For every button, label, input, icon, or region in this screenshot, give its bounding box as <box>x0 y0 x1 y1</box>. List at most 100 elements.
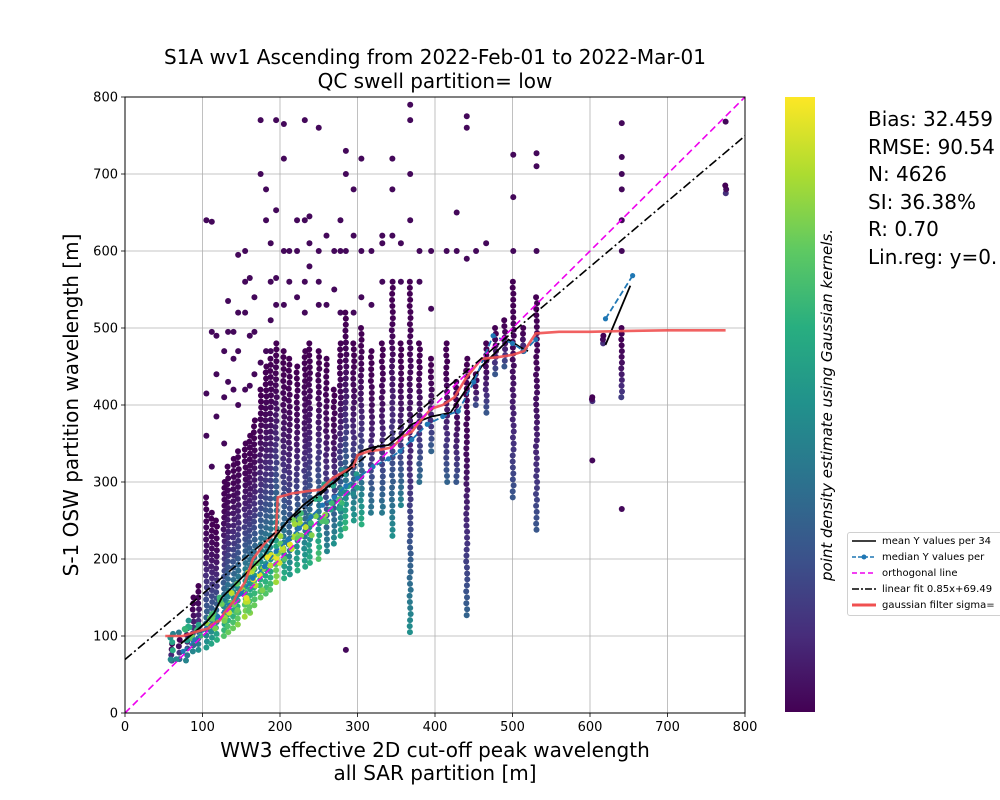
scatter-point <box>195 621 202 628</box>
scatter-point <box>323 355 330 362</box>
scatter-point <box>444 479 451 485</box>
scatter-point <box>428 392 435 399</box>
scatter-point <box>243 595 250 602</box>
scatter-point <box>509 434 516 441</box>
scatter-point <box>301 491 308 498</box>
scatter-point <box>389 502 396 509</box>
scatter-point <box>510 290 517 297</box>
scatter-point <box>267 410 274 417</box>
median-marker <box>250 575 256 581</box>
scatter-point <box>286 529 293 536</box>
stat-bias: Bias: 32.459 <box>868 107 994 131</box>
scatter-point <box>389 472 396 479</box>
scatter-point <box>428 398 435 405</box>
scatter-point <box>453 437 460 444</box>
y-tick-label: 200 <box>93 553 118 568</box>
scatter-point <box>246 491 253 498</box>
x-axis-label-line2: all SAR partition [m] <box>333 761 536 785</box>
scatter-point <box>379 503 386 510</box>
scatter-point <box>407 526 414 533</box>
scatter-point <box>301 539 308 546</box>
scatter-point <box>286 469 293 476</box>
y-tick-label: 700 <box>93 168 118 183</box>
scatter-point <box>358 521 365 528</box>
x-axis-ticks: 0 100 200 300 400 500 600 700 800 <box>121 713 757 735</box>
scatter-point <box>301 431 308 438</box>
scatter-point <box>379 352 386 359</box>
scatter-point <box>268 489 275 496</box>
scatter-point <box>257 493 264 500</box>
scatter-point <box>406 598 413 605</box>
scatter-point <box>337 346 344 353</box>
scatter-point <box>406 629 413 636</box>
median-marker <box>440 413 446 420</box>
scatter-point <box>336 382 343 389</box>
scatter-point <box>208 640 215 647</box>
scatter-point <box>397 394 404 401</box>
scatter-point <box>213 571 220 578</box>
scatter-point <box>379 346 386 353</box>
scatter-point <box>589 457 596 464</box>
scatter-point <box>407 417 414 424</box>
scatter-point <box>234 607 241 614</box>
scatter-point <box>406 393 413 400</box>
x-axis-label-line1: WW3 effective 2D cut-off peak wavelength <box>220 738 650 762</box>
scatter-point <box>342 519 349 526</box>
scatter-point <box>251 590 258 597</box>
scatter-point <box>407 562 414 569</box>
scatter-point <box>368 437 375 444</box>
scatter-point <box>397 466 404 473</box>
scatter-point <box>416 376 423 383</box>
scatter-point <box>357 384 364 391</box>
scatter-point <box>315 301 322 308</box>
scatter-point <box>389 417 396 424</box>
scatter-point <box>272 423 279 430</box>
scatter-point <box>230 480 237 487</box>
scatter-point <box>407 520 414 527</box>
scatter-point <box>534 365 541 372</box>
scatter-point <box>230 504 237 511</box>
scatter-point <box>294 567 301 574</box>
scatter-point <box>280 248 287 254</box>
scatter-point <box>224 564 231 571</box>
scatter-point <box>342 171 349 177</box>
scatter-point <box>280 437 287 444</box>
scatter-point <box>342 309 349 316</box>
scatter-point <box>273 358 280 365</box>
scatter-point <box>251 482 258 489</box>
scatter-point <box>262 411 269 418</box>
scatter-point <box>301 360 308 367</box>
scatter-point <box>534 347 541 354</box>
scatter-point <box>428 305 435 312</box>
scatter-point <box>280 348 287 355</box>
scatter-point <box>483 409 490 416</box>
scatter-point <box>315 278 322 285</box>
scatter-point <box>472 383 479 390</box>
scatter-point <box>230 498 237 505</box>
scatter-point <box>406 375 413 382</box>
scatter-point <box>354 484 361 491</box>
scatter-point <box>428 355 435 362</box>
scatter-point <box>316 413 323 420</box>
scatter-point <box>357 497 364 504</box>
scatter-point <box>389 520 396 527</box>
scatter-point <box>224 575 231 582</box>
scatter-point <box>407 117 414 124</box>
scatter-point <box>472 395 479 402</box>
scatter-point <box>251 459 258 466</box>
scatter-point <box>492 365 499 372</box>
scatter-point <box>235 561 242 568</box>
scatter-point <box>257 463 264 470</box>
scatter-point <box>262 405 269 412</box>
scatter-point <box>286 499 293 506</box>
scatter-point <box>221 348 228 355</box>
scatter-point <box>389 290 396 297</box>
scatter-point <box>230 386 237 393</box>
scatter-point <box>533 407 540 414</box>
scatter-point <box>358 491 365 498</box>
scatter-point <box>267 562 274 569</box>
scatter-point <box>337 394 344 401</box>
scatter-point <box>252 542 259 549</box>
scatter-point <box>428 435 435 442</box>
scatter-point <box>306 429 313 436</box>
